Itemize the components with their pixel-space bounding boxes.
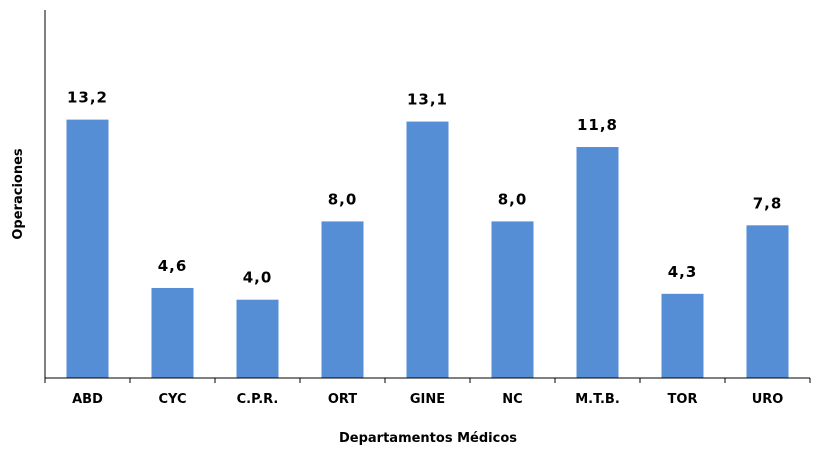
x-tick-label: ABD bbox=[72, 392, 103, 407]
bar-value-label: 8,0 bbox=[328, 190, 358, 208]
bar-value-label: 4,3 bbox=[668, 263, 698, 281]
bar-cyc bbox=[151, 287, 194, 378]
axes-group bbox=[44, 10, 810, 379]
x-tick-label: C.P.R. bbox=[237, 392, 279, 407]
bar-abd bbox=[66, 119, 109, 379]
bar-value-label: 11,8 bbox=[577, 116, 618, 134]
bars-group bbox=[66, 119, 789, 379]
x-tick-label: NC bbox=[502, 392, 522, 407]
bar-ort bbox=[321, 221, 364, 378]
bar-gine bbox=[406, 121, 449, 379]
x-tick-label: TOR bbox=[668, 392, 698, 407]
bar-value-label: 4,0 bbox=[243, 269, 273, 287]
bar-cpr bbox=[236, 299, 279, 378]
value-labels-group: 13,2 4,6 4,0 8,0 13,1 8,0 11,8 4,3 7,8 bbox=[67, 89, 783, 287]
bar-mtb bbox=[576, 147, 619, 378]
x-tick-label: CYC bbox=[158, 392, 186, 407]
x-tick-label: URO bbox=[752, 392, 784, 407]
x-tick-label: GINE bbox=[410, 392, 445, 407]
bar-value-label: 4,6 bbox=[158, 257, 188, 275]
y-axis-title: Operaciones bbox=[11, 148, 26, 240]
x-axis-title: Departamentos Médicos bbox=[339, 431, 517, 446]
bar-value-label: 7,8 bbox=[753, 194, 783, 212]
bar-value-label: 8,0 bbox=[498, 190, 528, 208]
bar-value-label: 13,1 bbox=[407, 91, 448, 109]
x-ticks-group bbox=[44, 378, 811, 383]
x-tick-label: M.T.B. bbox=[575, 392, 620, 407]
x-tick-label: ORT bbox=[328, 392, 357, 407]
bar-uro bbox=[746, 225, 789, 378]
bar-value-label: 13,2 bbox=[67, 89, 108, 107]
bar-tor bbox=[661, 293, 704, 378]
x-tick-labels-group: ABD CYC C.P.R. ORT GINE NC M.T.B. TOR URO bbox=[72, 392, 783, 407]
bar-nc bbox=[491, 221, 534, 378]
